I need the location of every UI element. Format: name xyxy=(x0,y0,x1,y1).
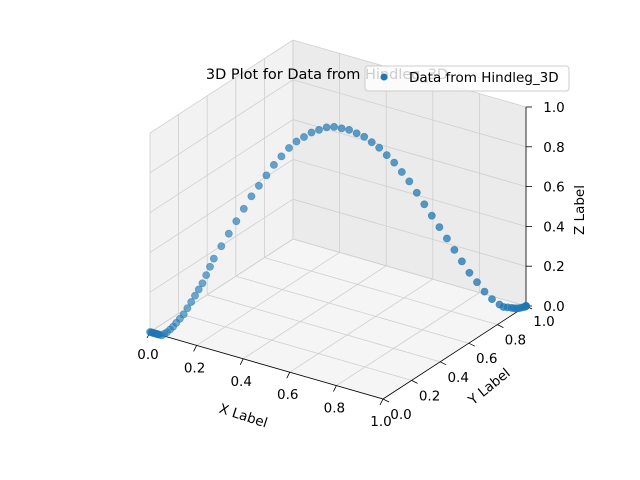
x-axis-line xyxy=(149,331,384,400)
legend-marker xyxy=(380,73,388,81)
data-point xyxy=(382,151,391,159)
data-point xyxy=(183,304,192,313)
data-point xyxy=(292,137,301,146)
y-tick-mark xyxy=(468,342,475,347)
data-point xyxy=(450,245,459,254)
legend-label: Data from Hindleg_3D xyxy=(409,70,559,86)
data-point xyxy=(465,268,474,277)
y-axis-label: Y Label xyxy=(465,365,514,409)
data-point xyxy=(488,295,496,303)
data-point xyxy=(457,257,466,266)
data-point xyxy=(367,138,376,147)
data-point xyxy=(194,285,203,294)
y-tick-label: 1.0 xyxy=(533,314,554,330)
pane-y-wall xyxy=(293,40,526,306)
data-point xyxy=(262,171,271,180)
z-tick-label: 0.8 xyxy=(543,140,564,156)
data-point xyxy=(412,188,421,197)
data-point xyxy=(239,204,248,213)
legend: Data from Hindleg_3D xyxy=(364,65,570,92)
x-tick-label: 1.0 xyxy=(370,414,391,430)
x-tick-label: 0.0 xyxy=(137,347,158,363)
data-point xyxy=(307,128,316,137)
data-point xyxy=(315,125,323,134)
data-point xyxy=(420,200,429,209)
grid-line-y xyxy=(178,114,412,381)
data-point xyxy=(397,168,406,176)
data-point xyxy=(495,300,504,309)
x-tick-mark xyxy=(333,385,337,392)
data-point xyxy=(191,291,199,300)
y-tick-label: 0.6 xyxy=(476,351,497,367)
x-tick-label: 0.8 xyxy=(324,401,345,417)
y-tick-mark xyxy=(440,361,447,366)
x-axis-label: X Label xyxy=(217,401,269,432)
z-tick-label: 1.0 xyxy=(543,100,564,116)
x-tick-mark xyxy=(239,358,244,365)
data-point xyxy=(390,158,399,167)
data-point xyxy=(322,123,331,132)
data-point xyxy=(330,123,338,131)
data-point xyxy=(179,310,188,319)
y-axis-line xyxy=(382,305,527,400)
z-tick-label: 0.0 xyxy=(543,299,564,315)
data-point xyxy=(375,143,384,152)
data-point xyxy=(405,177,414,186)
pane-x-wall xyxy=(150,40,293,332)
data-point xyxy=(480,287,489,296)
data-point xyxy=(352,129,361,138)
data-point xyxy=(473,278,481,287)
data-point xyxy=(345,125,353,134)
axis-lines xyxy=(149,107,527,400)
data-point xyxy=(254,181,263,190)
axis-panes xyxy=(150,40,526,399)
x-tick-label: 0.6 xyxy=(277,387,298,403)
x-tick-label: 0.4 xyxy=(230,374,251,390)
data-point xyxy=(277,152,286,161)
data-point xyxy=(300,133,308,141)
z-tick-label: 0.6 xyxy=(543,180,564,196)
data-point xyxy=(209,254,218,263)
grid-line-y xyxy=(292,40,527,307)
data-point xyxy=(224,229,233,238)
x-tick-mark xyxy=(286,372,291,379)
data-point xyxy=(427,211,436,220)
z-tick-label: 0.2 xyxy=(543,259,564,275)
data-point xyxy=(360,132,369,141)
data-point xyxy=(198,279,207,288)
y-tick-label: 0.0 xyxy=(390,407,411,423)
z-tick-label: 0.4 xyxy=(543,219,564,235)
data-point xyxy=(247,192,256,201)
data-points xyxy=(146,123,530,340)
data-point xyxy=(217,242,226,251)
data-point xyxy=(337,124,346,133)
y-tick-label: 0.2 xyxy=(419,388,440,404)
y-tick-mark xyxy=(411,380,418,384)
grid-line-y xyxy=(263,58,498,325)
x-tick-label: 0.2 xyxy=(184,360,205,376)
y-tick-mark xyxy=(382,398,390,403)
legend-box xyxy=(364,65,570,92)
tick-labels: 0.00.20.40.60.81.00.00.20.40.60.81.00.00… xyxy=(137,100,564,430)
y-tick-label: 0.4 xyxy=(447,370,468,386)
data-point xyxy=(269,160,278,169)
grid-line-y xyxy=(235,77,469,344)
y-tick-mark xyxy=(497,324,504,328)
data-point xyxy=(435,223,444,231)
data-point xyxy=(202,271,211,279)
x-tick-mark xyxy=(379,398,384,406)
data-point xyxy=(187,298,196,306)
data-point xyxy=(285,144,293,152)
x-tick-mark xyxy=(193,345,197,352)
data-point xyxy=(442,234,451,243)
y-tick-label: 0.8 xyxy=(505,333,526,349)
z-axis-label: Z Label xyxy=(572,185,588,235)
grid-line-y xyxy=(206,95,441,363)
data-point xyxy=(232,217,241,226)
data-point xyxy=(206,262,214,271)
